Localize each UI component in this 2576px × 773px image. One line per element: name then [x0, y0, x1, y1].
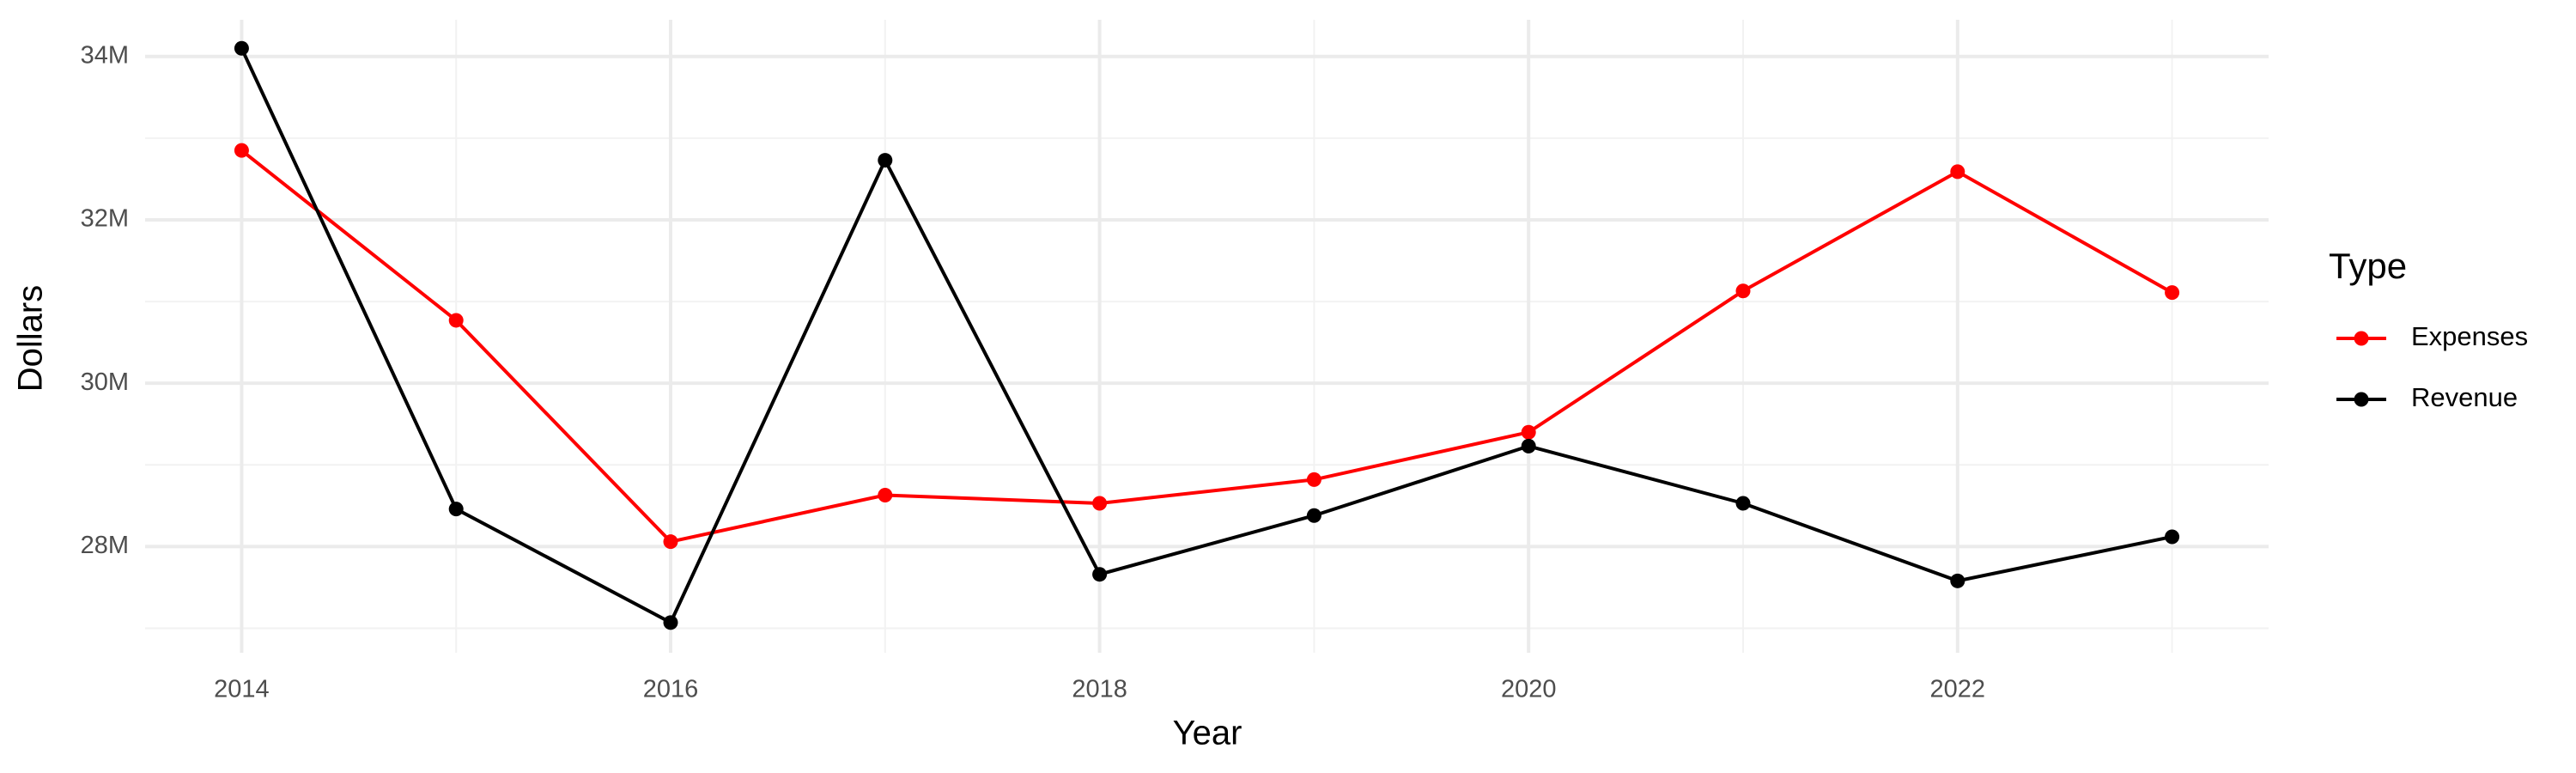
- data-point: [878, 487, 893, 502]
- data-point: [1092, 567, 1108, 582]
- data-point: [234, 40, 249, 56]
- data-point: [448, 502, 464, 517]
- legend-label: Revenue: [2411, 382, 2518, 412]
- data-point: [1521, 438, 1536, 453]
- y-tick-label: 34M: [81, 41, 129, 69]
- data-point: [1306, 508, 1321, 523]
- y-tick-label: 30M: [81, 368, 129, 396]
- data-point: [1092, 496, 1108, 511]
- data-point: [2165, 529, 2180, 545]
- x-tick-label: 2018: [1072, 676, 1127, 703]
- data-point: [1950, 573, 1965, 588]
- y-tick-label: 32M: [81, 205, 129, 233]
- legend-point: [2354, 331, 2369, 346]
- data-point: [448, 313, 464, 328]
- y-tick-label: 28M: [81, 532, 129, 559]
- data-point: [234, 143, 249, 158]
- data-point: [663, 615, 678, 630]
- x-tick-label: 2014: [214, 676, 270, 703]
- data-point: [663, 534, 678, 550]
- series-line: [240, 47, 2172, 625]
- data-point: [1521, 424, 1536, 440]
- legend-label: Expenses: [2411, 321, 2528, 351]
- legend-title: Type: [2329, 246, 2407, 286]
- series-line: [240, 149, 2173, 544]
- x-tick-label: 2016: [643, 676, 699, 703]
- data-point: [1735, 283, 1751, 299]
- legend-point: [2354, 392, 2369, 407]
- data-point: [878, 153, 893, 168]
- data-point: [2165, 285, 2180, 301]
- data-point: [1950, 164, 1965, 180]
- data-point: [1735, 496, 1751, 511]
- x-tick-label: 2020: [1501, 676, 1557, 703]
- x-axis-title: Year: [1173, 715, 1242, 752]
- data-point: [1306, 472, 1321, 487]
- y-axis-title: Dollars: [12, 285, 50, 392]
- x-tick-label: 2022: [1930, 676, 1986, 703]
